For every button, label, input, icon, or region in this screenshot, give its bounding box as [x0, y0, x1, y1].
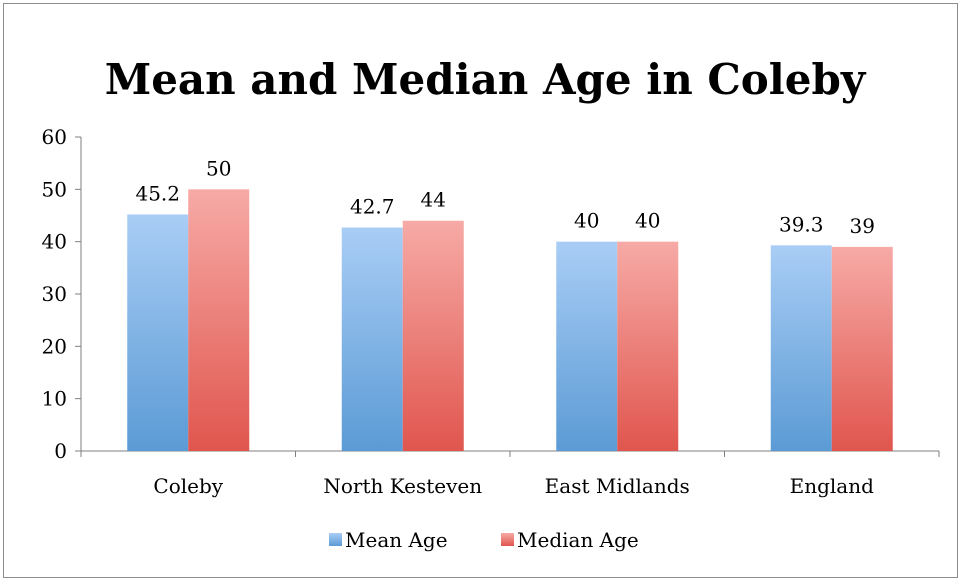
bar-mean [770, 245, 832, 451]
data-label: 44 [421, 188, 446, 212]
bar-mean [127, 214, 189, 451]
bar-mean [341, 227, 403, 451]
legend-label: Median Age [517, 528, 639, 552]
data-labels: 45.2 50 42.7 44 40 40 39.3 39 [135, 156, 874, 238]
legend-swatch [501, 533, 514, 546]
legend: Mean Age Median Age [329, 528, 639, 552]
bar-median [831, 246, 893, 451]
chart-frame: Mean and Median Age in Coleby 0 10 20 30 40 5… [3, 3, 958, 578]
data-label: 42.7 [350, 195, 395, 219]
y-tick-label: 40 [42, 230, 67, 254]
legend-swatch [329, 533, 342, 546]
chart-title: Mean and Median Age in Coleby [105, 55, 867, 104]
bars [127, 189, 893, 452]
legend-label: Mean Age [345, 528, 448, 552]
data-label: 40 [635, 209, 660, 233]
y-tick-label: 60 [42, 125, 67, 149]
bar-chart: Mean and Median Age in Coleby 0 10 20 30 40 5… [42, 55, 940, 552]
y-tick-label: 50 [42, 177, 67, 201]
bar-mean [556, 241, 618, 451]
axes: 0 10 20 30 40 50 60 Coleby North Kesteven East Mi… [42, 125, 940, 498]
x-tick-label: Coleby [153, 474, 223, 498]
y-tick-label: 10 [42, 387, 67, 411]
bar-median [617, 241, 679, 451]
data-label: 40 [574, 209, 599, 233]
data-label: 39.3 [779, 212, 824, 236]
data-label: 39 [850, 214, 875, 238]
y-tick-label: 0 [54, 439, 67, 463]
bar-median [402, 220, 464, 451]
bar-median [188, 189, 250, 452]
x-tick-label: North Kesteven [323, 474, 482, 498]
x-tick-label: England [790, 474, 874, 498]
data-label: 45.2 [135, 181, 180, 205]
y-tick-label: 30 [42, 282, 67, 306]
data-label: 50 [206, 156, 231, 180]
y-tick-label: 20 [42, 334, 67, 358]
x-tick-label: East Midlands [545, 474, 690, 498]
